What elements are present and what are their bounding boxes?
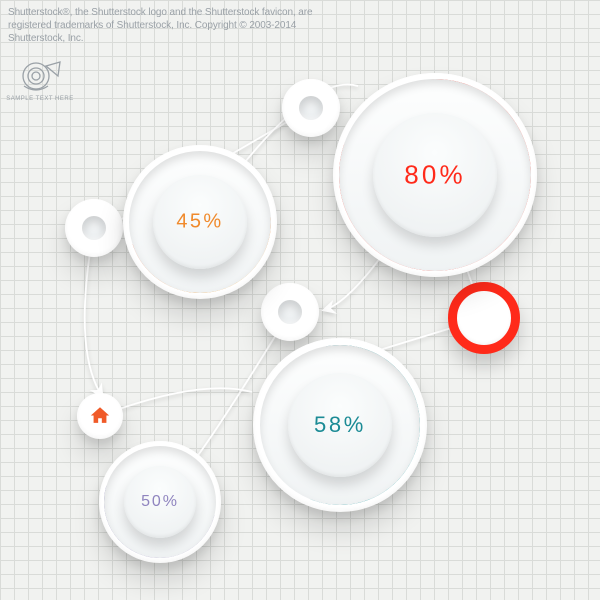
gauge-label-violet-50: 50% — [141, 493, 179, 511]
gauge-violet-50: 50% — [99, 441, 221, 563]
gauge-teal-58: 58% — [253, 338, 427, 512]
gauge-orange-45: 45% — [123, 145, 277, 299]
watermark-line: Shutterstock, Inc. — [8, 33, 83, 44]
watermark-line: Shutterstock®, the Shutterstock logo and… — [8, 7, 312, 18]
logo-caption: SAMPLE TEXT HERE — [6, 96, 73, 102]
gauge-label-red-80: 80% — [404, 160, 465, 191]
home-disc — [77, 393, 123, 439]
gauge-red-80: 80% — [333, 73, 537, 277]
camera-sketch-icon: SAMPLE TEXT HERE — [10, 56, 70, 104]
ring-small-top — [282, 79, 340, 137]
infographic-canvas: Shutterstock®, the Shutterstock logo and… — [0, 0, 600, 600]
ring-small-left — [65, 199, 123, 257]
watermark-text: Shutterstock®, the Shutterstock logo and… — [8, 6, 592, 45]
gauge-label-teal-58: 58% — [314, 412, 366, 438]
red-outline-ring — [448, 282, 520, 354]
home-icon — [89, 405, 111, 427]
gauge-label-orange-45: 45% — [176, 211, 223, 234]
watermark-line: registered trademarks of Shutterstock, I… — [8, 20, 296, 31]
